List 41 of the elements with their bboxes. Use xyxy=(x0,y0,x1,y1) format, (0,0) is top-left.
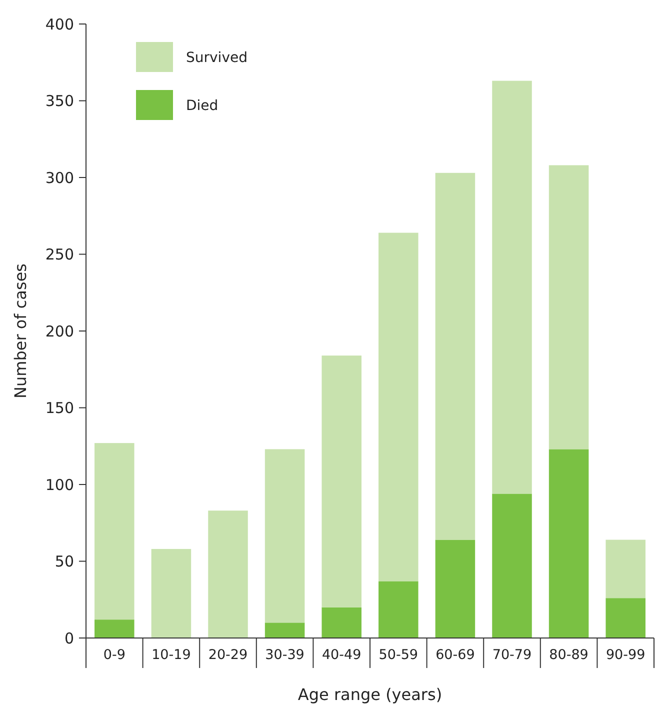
bar xyxy=(492,80,532,494)
x-tick-label: 10-19 xyxy=(152,647,191,663)
y-tick-label: 250 xyxy=(45,246,74,264)
y-tick-label: 350 xyxy=(45,92,74,110)
bar xyxy=(435,540,476,638)
bar xyxy=(151,548,192,638)
bar xyxy=(94,443,134,620)
y-tick-label: 300 xyxy=(45,168,74,187)
bar xyxy=(208,510,248,638)
y-tick-label: 50 xyxy=(54,552,74,570)
legend-label: Died xyxy=(186,98,218,114)
y-tick-label: 0 xyxy=(64,629,74,648)
legend-label: Survived xyxy=(186,50,248,66)
bar xyxy=(606,598,646,638)
x-tick-label: 30-39 xyxy=(265,647,304,663)
bar xyxy=(548,165,589,450)
bar xyxy=(378,232,418,582)
x-tick-label: 80-89 xyxy=(549,647,588,663)
bar xyxy=(548,449,589,638)
y-tick-label: 150 xyxy=(45,399,74,417)
bar xyxy=(606,540,646,598)
bar xyxy=(322,607,362,638)
bar xyxy=(492,494,532,638)
y-tick-label: 200 xyxy=(45,322,74,340)
x-tick-label: 70-79 xyxy=(492,647,532,663)
y-axis-title: Number of cases xyxy=(11,264,30,398)
bar xyxy=(94,620,134,638)
y-tick-label: 400 xyxy=(45,15,74,34)
x-tick-label: 60-69 xyxy=(436,647,475,663)
y-tick-label: 100 xyxy=(45,476,74,494)
bar xyxy=(264,449,305,623)
x-axis-title: Age range (years) xyxy=(298,685,442,704)
bar xyxy=(435,172,476,540)
x-tick-label: 20-29 xyxy=(208,647,248,663)
bar xyxy=(378,581,418,638)
bar xyxy=(264,622,305,638)
x-tick-label: 0-9 xyxy=(103,647,126,663)
x-tick-label: 50-59 xyxy=(378,647,418,663)
bar xyxy=(322,356,362,608)
x-tick-label: 90-99 xyxy=(606,647,646,663)
x-tick-label: 40-49 xyxy=(322,647,362,663)
